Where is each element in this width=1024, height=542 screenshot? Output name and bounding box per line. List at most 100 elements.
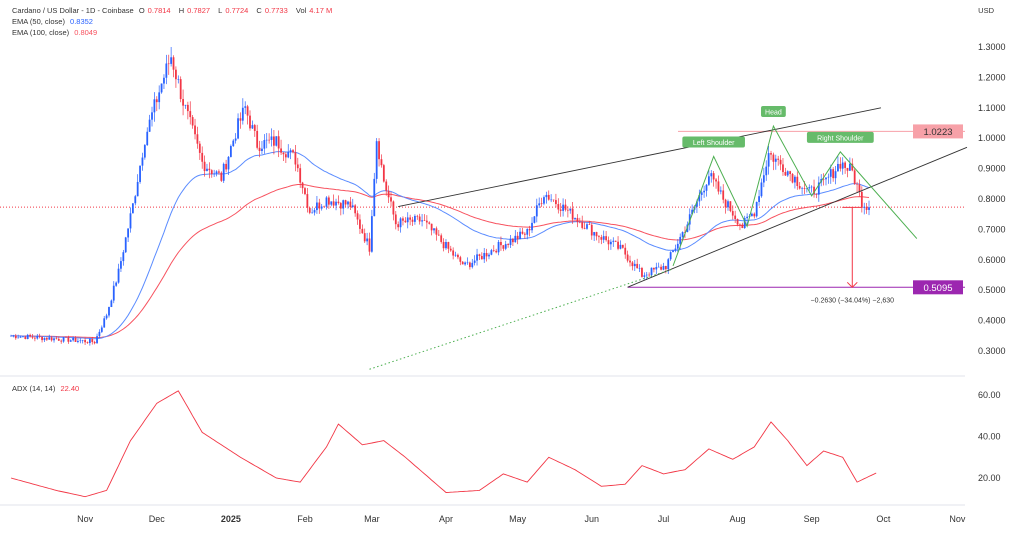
candle (146, 131, 149, 146)
ema100-label: EMA (100, close) (12, 28, 70, 37)
candle (796, 176, 799, 186)
time-tick-label: Nov (77, 514, 94, 524)
candle (528, 228, 531, 231)
candle (184, 104, 187, 106)
candle (122, 252, 125, 262)
ema100-line (10, 184, 870, 339)
candle (359, 219, 361, 229)
ema50-line (10, 151, 870, 340)
candle (404, 220, 407, 223)
candle (794, 176, 796, 183)
candle (717, 181, 720, 192)
candle (318, 202, 321, 209)
candle (131, 203, 134, 214)
candle (368, 238, 371, 252)
candle (213, 173, 216, 175)
candle (753, 213, 756, 217)
candle (755, 201, 758, 217)
candle (810, 186, 813, 188)
candle (435, 228, 438, 235)
candle (583, 227, 586, 229)
candle (414, 215, 416, 222)
candle (779, 159, 782, 165)
candle (483, 252, 486, 260)
candle (657, 266, 660, 268)
candle (516, 235, 519, 240)
measure-label: −0.2630 (−34.04%) −2,630 (811, 297, 895, 304)
ema50-legend[interactable]: EMA (50, close) 0.8352 (12, 16, 338, 27)
candle (547, 194, 550, 200)
candle (36, 336, 39, 339)
candle (50, 337, 53, 341)
candle (478, 254, 481, 256)
candle (502, 245, 505, 249)
ema50-value: 0.8352 (70, 17, 93, 26)
candle (856, 183, 858, 185)
candle (170, 57, 173, 64)
candle (774, 158, 777, 162)
candle (77, 340, 79, 342)
candle (791, 174, 794, 183)
candle (624, 247, 627, 255)
candle (564, 204, 567, 210)
candle (851, 163, 854, 171)
candle (416, 215, 419, 217)
adx-line (10, 390, 877, 498)
candle (650, 267, 653, 276)
candle (342, 200, 345, 209)
candle (263, 140, 266, 149)
candle (607, 240, 610, 245)
candle (311, 212, 314, 214)
candle (115, 282, 118, 286)
candle (22, 336, 24, 338)
candle (98, 331, 101, 337)
candle (208, 168, 211, 171)
candle (201, 152, 204, 162)
candle (722, 190, 725, 200)
candle (576, 218, 579, 222)
candle (569, 208, 572, 211)
candle (526, 228, 529, 235)
adx-legend[interactable]: ADX (14, 14) 22.40 (12, 383, 82, 394)
candle (653, 267, 655, 270)
candle (323, 206, 325, 208)
candle (186, 104, 189, 112)
candle (347, 201, 349, 205)
candle (559, 209, 562, 211)
ema100-legend[interactable]: EMA (100, close) 0.8049 (12, 27, 338, 38)
head-shoulders-pattern (672, 124, 918, 267)
close-label: C (256, 6, 262, 15)
candle (490, 250, 493, 255)
candle (839, 163, 842, 169)
candle (863, 206, 866, 208)
candle (335, 201, 337, 206)
candle (813, 186, 815, 195)
candle (93, 341, 96, 344)
candle (327, 197, 330, 205)
candle (354, 205, 357, 214)
ema100-value: 0.8049 (74, 28, 98, 37)
candle (495, 250, 498, 253)
candle (485, 252, 488, 257)
candle (765, 166, 768, 176)
candle (124, 237, 127, 253)
candle (645, 274, 648, 276)
candle (234, 138, 237, 141)
candle (397, 224, 400, 228)
high-label: H (178, 6, 185, 15)
candle (175, 69, 177, 80)
candle (664, 266, 667, 270)
candle (729, 201, 732, 212)
target-badge (913, 280, 963, 295)
candle (292, 150, 294, 153)
candle (739, 224, 741, 226)
candle (829, 169, 832, 177)
candle (480, 255, 483, 260)
candle (91, 339, 94, 342)
candle (100, 327, 103, 332)
candle (676, 243, 679, 249)
ema50-label: EMA (50, close) (12, 17, 65, 26)
time-tick-label: Feb (297, 514, 313, 524)
candle (41, 336, 43, 341)
